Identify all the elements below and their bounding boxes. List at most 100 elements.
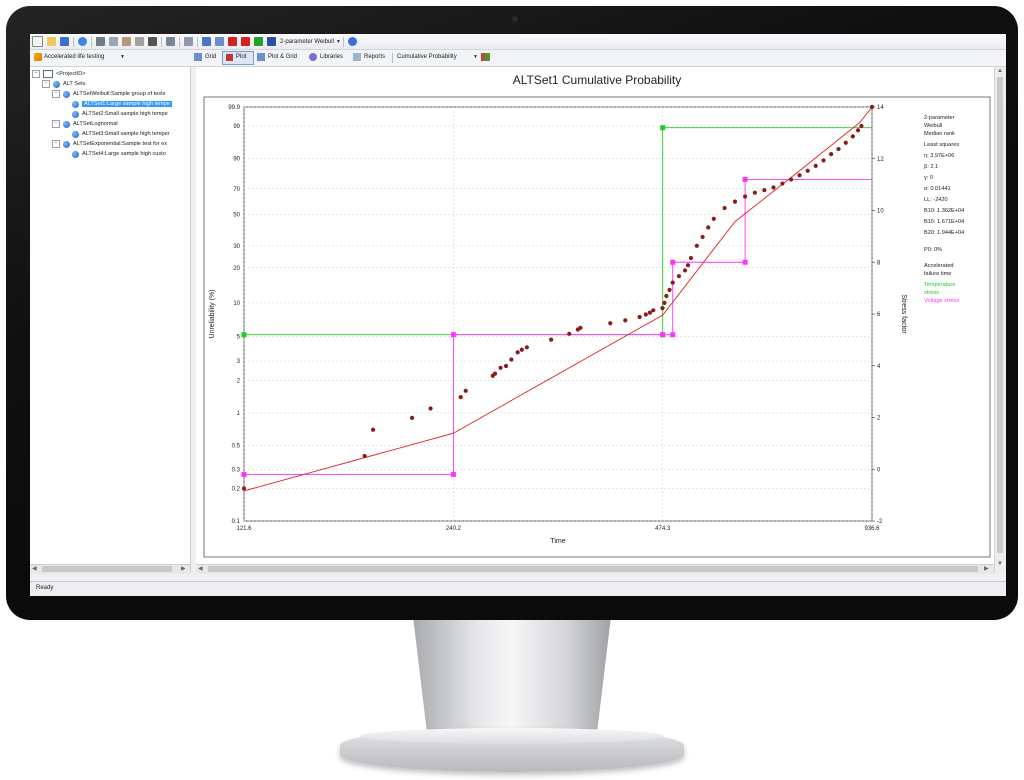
scroll-right-icon[interactable]: ▶: [984, 566, 989, 572]
tree-item-label: ALTSet4:Large sample high custo: [82, 151, 166, 157]
y-tick-label: 90: [233, 156, 240, 162]
y-tick-label: 5: [237, 335, 241, 341]
scroll-left-icon[interactable]: ◀: [198, 566, 203, 572]
scroll-right-icon[interactable]: ▶: [181, 566, 186, 572]
status-bar: Ready: [30, 581, 1006, 596]
data-point: [637, 314, 642, 320]
chart-title: ALTSet1 Cumulative Probability: [512, 73, 682, 87]
beta-red-icon[interactable]: [228, 37, 237, 46]
plot-type-dropdown[interactable]: Cumulative Probability: [397, 54, 457, 60]
data-point: [821, 158, 826, 163]
scrollbar-thumb[interactable]: [42, 566, 172, 572]
plot-options-icon[interactable]: [481, 53, 490, 61]
tab-grid[interactable]: Grid: [205, 54, 217, 60]
stress-marker: [241, 332, 247, 338]
tree-item-altsetexponential[interactable]: − ALTSetExponential:Sample test for ex: [52, 139, 167, 149]
legend-accel-title: Accelerated: [924, 263, 954, 269]
export-icon[interactable]: [215, 37, 224, 46]
y2-tick-label: -2: [877, 519, 883, 525]
data-point: [694, 243, 699, 248]
scroll-down-icon[interactable]: ▼: [997, 561, 1003, 567]
tree-group-row[interactable]: − ALT Sets: [42, 79, 86, 89]
alt-folio-icon: [63, 90, 70, 98]
tree-item-altsetlognormal[interactable]: − ALTSetLognormal: [52, 119, 118, 129]
legend-param: β: 2.1: [924, 164, 938, 170]
f0-icon[interactable]: [267, 37, 276, 46]
collapse-icon[interactable]: −: [52, 140, 60, 148]
copy-icon[interactable]: [109, 37, 118, 46]
legend-param: B20: 1.944E+04: [924, 230, 964, 236]
cut-icon[interactable]: [96, 37, 105, 46]
collapse-icon[interactable]: −: [32, 70, 40, 78]
tab-plot-active[interactable]: Plot: [222, 51, 254, 65]
vertical-scrollbar[interactable]: ▲ ▼: [994, 67, 1006, 573]
data-point: [667, 287, 672, 292]
tree-item-altset1[interactable]: ALTSet1:Large sample high tempe: [72, 99, 173, 109]
data-point: [498, 365, 503, 370]
tab-reports[interactable]: Reports: [364, 54, 386, 60]
model-dropdown[interactable]: 2-parameter Weibull: [280, 38, 334, 45]
app-mode-dropdown[interactable]: Accelerated life testing: [44, 54, 105, 60]
y2-tick-label: 14: [877, 105, 884, 111]
save-icon[interactable]: [60, 37, 69, 46]
data-point: [458, 394, 463, 400]
beta-green-icon[interactable]: [254, 37, 263, 46]
tab-plot-and-grid[interactable]: Plot & Grid: [268, 54, 298, 60]
y2-tick-label: 8: [877, 260, 881, 266]
data-point: [509, 357, 514, 362]
tree-item-altset3[interactable]: ALTSet3:Small sample high temper: [72, 129, 170, 139]
legend-param: B10: 1.362E+04: [924, 208, 964, 214]
chevron-down-icon[interactable]: ▼: [473, 54, 478, 60]
grid-icon: [194, 53, 202, 61]
tree-horizontal-scrollbar[interactable]: ◀ ▶: [30, 564, 190, 574]
y-tick-label: 30: [233, 244, 240, 250]
view-toolbar: Accelerated life testing ▼ Grid Plot Plo…: [30, 50, 1006, 67]
y-tick-label: 2: [237, 378, 241, 384]
new-file-icon[interactable]: [32, 36, 43, 47]
y-tick-label: 50: [233, 213, 240, 219]
delete-icon[interactable]: [148, 37, 157, 46]
tree-root-row[interactable]: − <ProjectID>: [32, 69, 86, 79]
calculate-icon[interactable]: [202, 37, 211, 46]
tree-item-altset2[interactable]: ALTSet2:Small sample high tempe: [72, 109, 168, 119]
paste-icon[interactable]: [122, 37, 131, 46]
monitor-stand-base-top: [360, 728, 664, 744]
collapse-icon[interactable]: −: [42, 80, 50, 88]
scrollbar-thumb[interactable]: [997, 77, 1003, 553]
help-icon[interactable]: [347, 37, 357, 46]
chevron-down-icon[interactable]: ▼: [335, 38, 341, 45]
eta-red-icon[interactable]: [241, 37, 250, 46]
tree-item-label: ALTSetWeibull:Sample group of tests: [73, 91, 166, 97]
collapse-icon[interactable]: −: [52, 90, 60, 98]
tree-item-altsetweibull[interactable]: − ALTSetWeibull:Sample group of tests: [52, 89, 165, 99]
scrollbar-thumb[interactable]: [208, 566, 978, 572]
project-icon[interactable]: [78, 37, 87, 46]
tab-libraries[interactable]: Libraries: [320, 54, 344, 60]
x-axis-label: Time: [550, 538, 565, 545]
collapse-icon[interactable]: −: [52, 120, 60, 128]
scroll-up-icon[interactable]: ▲: [997, 68, 1003, 74]
legend-param: α: 0.01441: [924, 186, 951, 192]
paste-special-icon[interactable]: [135, 37, 144, 46]
data-point: [662, 300, 667, 306]
plot-grid-icon: [257, 53, 265, 61]
stress-marker: [670, 259, 676, 265]
chevron-down-icon[interactable]: ▼: [120, 54, 125, 60]
separator: [197, 36, 198, 47]
tree-item-label: ALTSet2:Small sample high tempe: [82, 111, 168, 117]
print-icon[interactable]: [184, 37, 193, 46]
fit-line: [243, 106, 873, 492]
scroll-left-icon[interactable]: ◀: [32, 566, 37, 572]
undo-icon[interactable]: [166, 37, 175, 46]
data-point: [706, 225, 711, 230]
separator: [392, 53, 393, 63]
data-point: [700, 234, 705, 240]
data-point: [732, 199, 738, 204]
tree-item-altset4[interactable]: ALTSet4:Large sample high custo: [72, 149, 166, 159]
plot-horizontal-scrollbar[interactable]: ◀ ▶: [196, 564, 994, 574]
data-point: [688, 255, 694, 261]
y-tick-label: 1: [237, 411, 241, 417]
data-point: [829, 152, 834, 157]
open-folder-icon[interactable]: [47, 37, 56, 46]
